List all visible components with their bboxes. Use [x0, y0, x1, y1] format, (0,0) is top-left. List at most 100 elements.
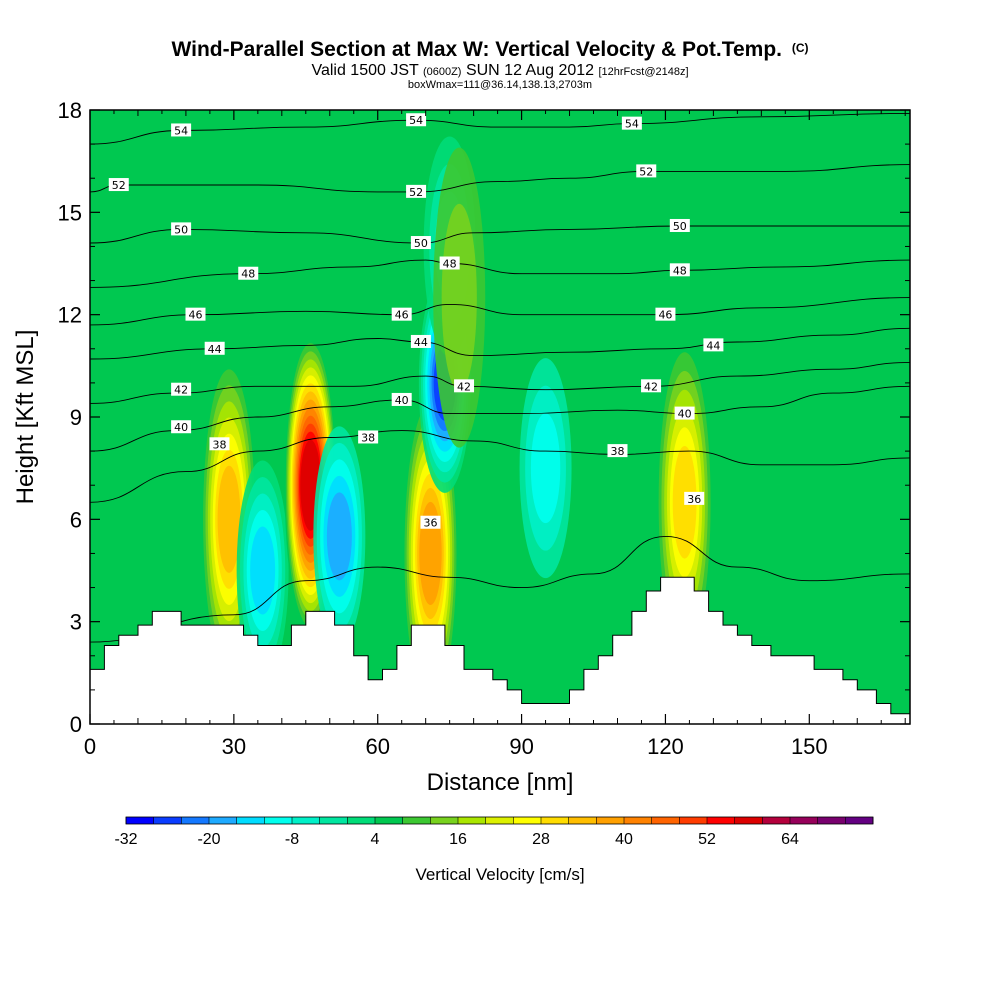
contour-label: 54: [171, 123, 192, 137]
contour-label-text: 52: [112, 179, 126, 192]
contour-label: 52: [636, 164, 657, 178]
box-info-text: boxWmax=111@36.14,138.13,2703m: [408, 79, 592, 91]
contour-label-text: 46: [395, 309, 409, 322]
chart-title: Wind-Parallel Section at Max W: Vertical…: [171, 38, 808, 61]
theta-contour-line: [90, 535, 910, 643]
colorbar-swatch: [375, 817, 404, 824]
contour-label: 48: [238, 266, 259, 281]
contour-label-text: 54: [625, 118, 639, 131]
contour-label-text: 42: [644, 380, 658, 393]
colorbar-swatch: [264, 817, 293, 824]
velocity-level-band: [250, 526, 276, 615]
contour-label-text: 42: [174, 384, 188, 397]
colorbar-swatch: [319, 817, 348, 824]
contour-label-text: 42: [457, 380, 471, 393]
contour-label: 52: [406, 184, 427, 199]
theta-contour-line: [90, 297, 910, 326]
y-tick-label: 0: [70, 712, 82, 737]
contour-label: 42: [454, 379, 475, 393]
contour-label: 44: [703, 338, 724, 352]
colorbar-swatch: [181, 817, 210, 824]
colorbar-swatch: [153, 817, 182, 824]
contour-label: 50: [410, 236, 431, 250]
contour-label-text: 38: [610, 445, 624, 458]
contour-label-box: [171, 382, 192, 396]
contour-label-text: 48: [443, 258, 457, 271]
contour-label: 48: [439, 256, 460, 271]
velocity-features: [203, 136, 711, 704]
contour-label: 52: [108, 178, 129, 192]
colorbar-swatch: [596, 817, 625, 824]
theta-contour-line: [90, 164, 910, 193]
velocity-feature: [313, 426, 366, 647]
y-tick-label: 3: [70, 610, 82, 635]
theta-contour-line: [90, 385, 910, 452]
contour-label-text: 40: [678, 408, 692, 421]
contour-label-box: [655, 307, 676, 321]
colorbar-tick-label: 4: [371, 831, 380, 848]
contour-label-box: [669, 263, 690, 277]
theta-contour-line: [90, 225, 910, 244]
colorbar-swatch: [209, 817, 238, 824]
contour-label-text: 38: [212, 438, 226, 451]
theta-contour-line: [90, 112, 910, 145]
colorbar-swatch: [651, 817, 680, 824]
velocity-level-band: [530, 413, 561, 524]
y-tick-label: 9: [70, 405, 82, 430]
colorbar-tick-label: 28: [532, 831, 550, 848]
theta-contour-line: [90, 327, 910, 360]
contour-label-text: 48: [673, 264, 687, 277]
contour-label-box: [108, 178, 129, 192]
colorbar-tick-label: -8: [285, 831, 299, 848]
velocity-feature: [519, 358, 572, 579]
y-tick-label: 12: [58, 303, 82, 328]
contour-label-box: [684, 491, 705, 505]
x-tick-label: 150: [791, 734, 828, 759]
contour-label-box: [171, 123, 192, 137]
colorbar-swatch: [707, 817, 736, 824]
colorbar-swatch: [541, 817, 570, 824]
colorbar: -32 -20 -8 4 16 28 40 52 64: [114, 816, 874, 848]
contour-label-text: 36: [687, 493, 701, 506]
theta-contour-line: [90, 361, 910, 404]
velocity-feature: [433, 147, 486, 448]
contour-label: 50: [171, 222, 192, 236]
contour-label: 38: [358, 430, 379, 444]
x-tick-label: 30: [222, 734, 246, 759]
velocity-level-band: [217, 465, 241, 573]
contour-label-box: [454, 379, 475, 393]
contour-label-box: [410, 236, 431, 250]
x-axis-label: Distance [nm]: [427, 769, 574, 796]
colorbar-swatch: [513, 817, 542, 824]
colorbar-swatch: [568, 817, 597, 824]
contour-label: 38: [209, 437, 230, 451]
contour-label-box: [238, 266, 259, 280]
contour-label: 42: [171, 382, 192, 397]
colorbar-swatch: [845, 817, 874, 824]
contour-label-text: 36: [423, 517, 437, 530]
contour-label-text: 50: [414, 237, 428, 250]
velocity-feature: [236, 460, 289, 681]
contour-label-box: [185, 307, 206, 321]
contour-label: 46: [185, 307, 206, 322]
contour-label: 48: [669, 263, 690, 277]
contour-label: 46: [655, 307, 676, 322]
colorbar-swatch: [817, 817, 846, 824]
y-tick-label: 6: [70, 507, 82, 532]
contour-label-box: [209, 437, 230, 451]
contour-label-text: 40: [174, 421, 188, 434]
colorbar-tick-label: -32: [114, 831, 137, 848]
contour-label-box: [669, 218, 690, 232]
colorbar-tick-label: 40: [615, 831, 633, 848]
contour-label-box: [439, 256, 460, 270]
contour-label-box: [420, 515, 441, 529]
colorbar-tick-label: 52: [698, 831, 716, 848]
contour-label-box: [391, 392, 412, 406]
colorbar-tick-label: -20: [197, 831, 220, 848]
contour-label: 40: [171, 420, 192, 434]
contour-label-text: 40: [395, 394, 409, 407]
contour-label-text: 44: [706, 339, 720, 352]
contour-label: 38: [607, 444, 628, 458]
contour-label-box: [641, 379, 662, 393]
